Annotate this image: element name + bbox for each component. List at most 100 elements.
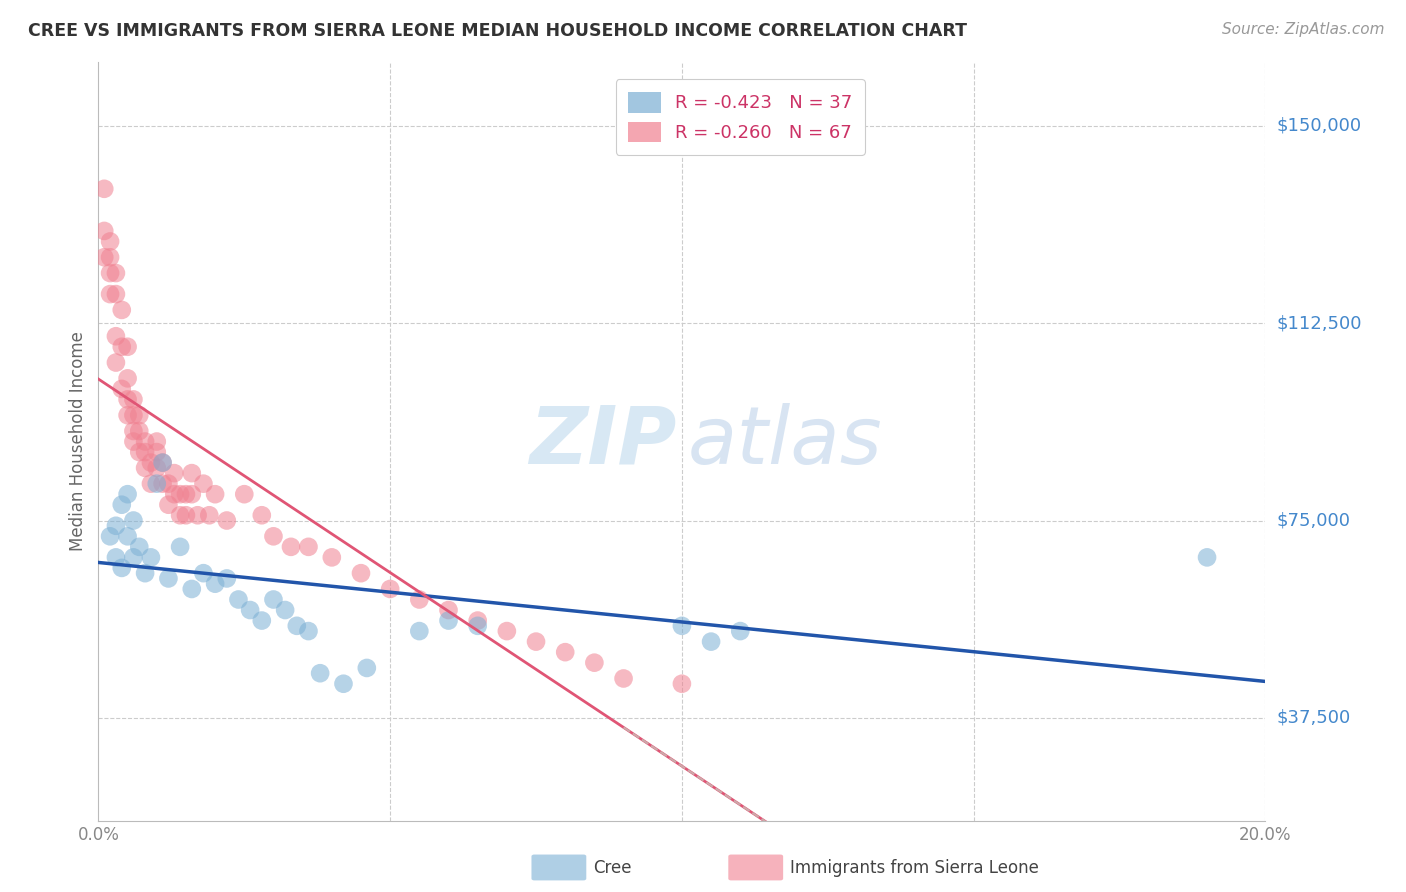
Point (157, 571, 180, 585)
Point (117, 487, 139, 501)
Point (612, 672, 634, 686)
Point (280, 540, 302, 554)
Point (152, 456, 174, 470)
Point (467, 619, 489, 633)
Point (193, 566, 215, 581)
Point (117, 529, 139, 543)
Point (193, 476, 215, 491)
Point (250, 508, 273, 523)
Point (180, 466, 202, 480)
Point (104, 329, 127, 343)
Point (274, 603, 297, 617)
Point (104, 266, 127, 280)
Point (134, 461, 156, 475)
Point (152, 456, 174, 470)
Point (350, 566, 373, 581)
Text: Cree: Cree (593, 859, 631, 877)
Point (98, 250, 121, 264)
Point (157, 476, 180, 491)
Point (1195, 550, 1218, 565)
Point (297, 540, 319, 554)
Point (111, 302, 134, 317)
Point (128, 408, 150, 422)
Point (169, 487, 191, 501)
Point (215, 571, 238, 585)
Point (122, 550, 145, 565)
Point (332, 677, 354, 691)
Point (134, 566, 156, 581)
Point (309, 666, 332, 681)
Point (117, 392, 139, 407)
Point (262, 529, 284, 543)
Point (437, 614, 460, 628)
Point (98, 287, 121, 301)
Point (93, 224, 115, 238)
Point (146, 434, 169, 449)
Point (134, 434, 156, 449)
Point (111, 561, 134, 575)
Y-axis label: Median Household Income: Median Household Income (69, 332, 87, 551)
Point (163, 487, 186, 501)
Point (111, 498, 134, 512)
Text: CREE VS IMMIGRANTS FROM SIERRA LEONE MEDIAN HOUSEHOLD INCOME CORRELATION CHART: CREE VS IMMIGRANTS FROM SIERRA LEONE MED… (28, 22, 967, 40)
Point (122, 434, 145, 449)
Point (98, 529, 121, 543)
Point (128, 445, 150, 459)
Point (215, 514, 238, 528)
Point (128, 424, 150, 438)
Point (98, 266, 121, 280)
Point (122, 408, 145, 422)
Point (380, 582, 402, 596)
Point (262, 592, 284, 607)
Point (233, 487, 256, 501)
Text: Source: ZipAtlas.com: Source: ZipAtlas.com (1222, 22, 1385, 37)
Point (104, 518, 127, 533)
Point (496, 624, 519, 639)
Point (122, 392, 145, 407)
Point (169, 508, 191, 523)
Text: $112,500: $112,500 (1277, 314, 1362, 332)
Point (671, 677, 693, 691)
Point (174, 487, 197, 501)
Point (204, 576, 226, 591)
Text: $75,000: $75,000 (1277, 511, 1351, 530)
Point (671, 619, 693, 633)
Point (104, 287, 127, 301)
Point (146, 461, 169, 475)
Text: ZIP: ZIP (529, 402, 676, 481)
Point (239, 603, 262, 617)
Point (93, 182, 115, 196)
Point (111, 340, 134, 354)
Point (104, 355, 127, 369)
Point (117, 408, 139, 422)
Text: Immigrants from Sierra Leone: Immigrants from Sierra Leone (790, 859, 1039, 877)
Point (139, 476, 162, 491)
Point (321, 550, 343, 565)
Point (285, 619, 308, 633)
Point (98, 235, 121, 249)
Point (583, 656, 606, 670)
Point (180, 582, 202, 596)
Point (93, 250, 115, 264)
Point (297, 624, 319, 639)
Point (467, 614, 489, 628)
Point (146, 445, 169, 459)
Point (146, 476, 169, 491)
Point (250, 614, 273, 628)
Point (111, 382, 134, 396)
Point (139, 456, 162, 470)
Point (356, 661, 378, 675)
Point (700, 634, 723, 648)
Point (437, 603, 460, 617)
Point (554, 645, 576, 659)
Text: atlas: atlas (688, 402, 883, 481)
Point (198, 508, 221, 523)
Legend: R = -0.423   N = 37, R = -0.260   N = 67: R = -0.423 N = 37, R = -0.260 N = 67 (616, 79, 865, 155)
Point (152, 476, 174, 491)
Point (524, 634, 547, 648)
Point (139, 550, 162, 565)
Point (122, 424, 145, 438)
Point (408, 624, 430, 639)
Point (117, 371, 139, 385)
Point (163, 466, 186, 480)
